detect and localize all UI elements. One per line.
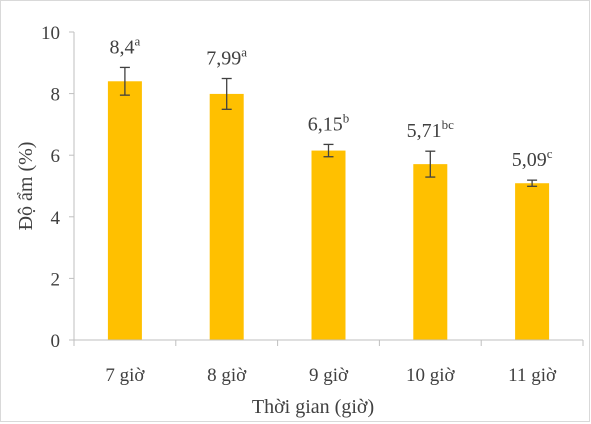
y-tick-label: 10: [41, 23, 60, 44]
bar: [413, 164, 448, 340]
bar: [107, 81, 142, 340]
data-label: 8,4a: [110, 33, 141, 58]
y-axis-title: Độ ẩm (%): [15, 142, 37, 231]
bars: [107, 81, 550, 341]
x-tick-label: 7 giờ: [105, 365, 145, 386]
data-label-value: 8,4: [110, 36, 135, 58]
y-axis: 0 2 4 6 8 10: [41, 23, 75, 352]
data-label-value: 5,71: [407, 120, 442, 142]
data-label-value: 5,09: [512, 149, 547, 171]
x-tick-label: 11 giờ: [508, 365, 557, 386]
data-label-superscript: bc: [442, 117, 455, 132]
data-label: 5,71bc: [407, 117, 455, 142]
data-label-superscript: a: [241, 45, 247, 60]
bar: [311, 150, 346, 340]
data-label-superscript: a: [135, 33, 141, 48]
data-label: 6,15b: [308, 110, 350, 135]
data-label: 7,99a: [206, 45, 247, 70]
error-bars: [119, 66, 538, 187]
y-tick-label: 6: [51, 146, 61, 167]
x-tick-label: 10 giờ: [406, 365, 456, 386]
data-label-value: 7,99: [206, 48, 241, 70]
x-axis-title: Thời gian (giờ): [252, 396, 374, 418]
bar: [515, 183, 550, 340]
x-axis: 7 giờ 8 giờ 9 giờ 10 giờ 11 giờ: [73, 339, 584, 386]
y-tick-label: 4: [51, 208, 61, 229]
data-label-superscript: c: [547, 146, 553, 161]
x-tick-label: 8 giờ: [207, 365, 247, 386]
x-tick-label: 9 giờ: [309, 365, 349, 386]
data-label: 5,09c: [512, 146, 553, 171]
y-tick-label: 0: [51, 331, 61, 352]
bar: [209, 93, 244, 341]
data-label-superscript: b: [343, 110, 350, 125]
y-tick-label: 2: [51, 269, 61, 290]
data-label-value: 6,15: [308, 113, 343, 135]
y-tick-label: 8: [51, 85, 61, 106]
